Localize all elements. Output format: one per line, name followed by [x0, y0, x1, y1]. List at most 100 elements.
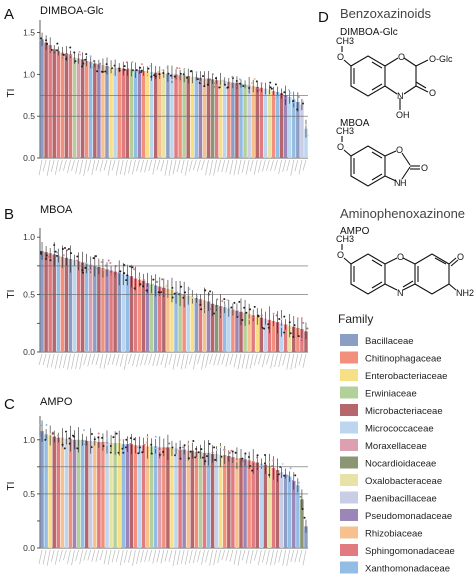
- replicate-point: [60, 440, 63, 443]
- replicate-point: [69, 46, 72, 49]
- x-tick-label-mark: [180, 159, 185, 174]
- x-tick-label-mark: [46, 159, 51, 176]
- replicate-point: [267, 461, 270, 464]
- bar: [89, 440, 93, 548]
- replicate-point: [39, 251, 42, 254]
- bar: [149, 284, 154, 352]
- replicate-point: [131, 60, 134, 63]
- replicate-point: [263, 327, 266, 330]
- bar: [68, 438, 73, 548]
- replicate-point: [70, 252, 73, 255]
- bar: [206, 301, 211, 352]
- x-tick-label-mark: [282, 159, 287, 173]
- legend-swatch: [340, 544, 358, 556]
- x-tick-label-mark: [91, 353, 96, 365]
- x-tick-label-mark: [266, 353, 270, 365]
- x-tick-label-mark: [188, 549, 193, 564]
- replicate-point: [106, 437, 109, 440]
- legend-item-label: Oxalobacteraceae: [365, 476, 442, 487]
- x-tick-label-mark: [172, 159, 177, 175]
- replicate-point: [147, 67, 150, 70]
- x-tick-label-mark: [123, 549, 128, 564]
- replicate-point: [178, 67, 181, 70]
- replicate-point: [239, 82, 242, 85]
- bar: [259, 87, 264, 158]
- x-tick-label-mark: [38, 353, 43, 366]
- atom-mboa-h: H: [400, 178, 407, 188]
- replicate-point: [272, 459, 275, 462]
- x-tick-label-mark: [42, 549, 47, 565]
- replicate-point: [157, 70, 160, 73]
- x-tick-label-mark: [209, 159, 213, 176]
- bar: [121, 273, 125, 352]
- replicate-point: [125, 279, 128, 282]
- x-tick-label-mark: [71, 549, 75, 566]
- x-tick-label-mark: [302, 549, 307, 566]
- x-tick-label-mark: [225, 549, 230, 561]
- bar: [52, 436, 56, 548]
- x-tick-label-mark: [152, 353, 157, 367]
- replicate-point: [127, 68, 130, 71]
- replicate-point: [126, 61, 129, 64]
- replicate-point: [173, 75, 176, 78]
- replicate-point: [244, 467, 247, 470]
- legend-swatch: [340, 421, 358, 434]
- bar: [141, 445, 146, 548]
- x-tick-label-mark: [192, 159, 197, 171]
- bar: [279, 93, 284, 158]
- replicate-point: [135, 70, 138, 73]
- bar: [259, 463, 264, 548]
- replicate-point: [119, 439, 122, 442]
- replicate-point: [40, 37, 43, 40]
- replicate-point: [92, 257, 95, 260]
- bar: [235, 310, 239, 352]
- x-tick-label-mark: [164, 159, 169, 176]
- replicate-point: [218, 86, 221, 89]
- replicate-point: [257, 315, 260, 318]
- x-tick-label-mark: [136, 353, 140, 368]
- x-tick-label-mark: [107, 159, 112, 176]
- replicate-point: [238, 300, 241, 303]
- bar: [129, 444, 134, 548]
- x-tick-label-mark: [217, 159, 222, 173]
- bar: [93, 63, 97, 159]
- x-tick-label-mark: [75, 549, 79, 562]
- x-tick-label-mark: [249, 159, 254, 172]
- replicate-point: [153, 74, 156, 77]
- replicate-point: [251, 469, 254, 472]
- replicate-point: [133, 268, 136, 271]
- x-tick-label-mark: [38, 549, 43, 564]
- bar: [271, 91, 276, 158]
- x-tick-label-mark: [128, 159, 132, 174]
- x-tick-label-mark: [241, 159, 246, 173]
- x-tick-label-mark: [50, 549, 55, 562]
- x-tick-label-mark: [262, 549, 266, 563]
- x-tick-label-mark: [302, 159, 307, 171]
- bar: [93, 265, 97, 352]
- x-tick-label-mark: [270, 549, 274, 566]
- bar: [137, 445, 142, 548]
- replicate-point: [117, 451, 120, 454]
- replicate-point: [161, 453, 164, 456]
- bar: [231, 309, 235, 352]
- x-tick-label-mark: [262, 353, 266, 368]
- x-tick-label-mark: [71, 353, 75, 369]
- replicate-point: [39, 424, 42, 427]
- replicate-point: [165, 284, 168, 287]
- x-tick-label-mark: [201, 353, 205, 370]
- x-tick-label-mark: [156, 353, 161, 367]
- replicate-point: [213, 312, 216, 315]
- replicate-point: [272, 312, 275, 315]
- bar: [194, 298, 199, 352]
- replicate-point: [45, 423, 48, 426]
- x-tick-label-mark: [176, 353, 181, 367]
- legend-item-label: Rhizobiaceae: [365, 529, 423, 540]
- x-tick-label-mark: [148, 549, 153, 562]
- legend-item-label: Chitinophagaceae: [365, 354, 442, 365]
- replicate-point: [90, 432, 93, 435]
- replicate-point: [142, 285, 145, 288]
- bar: [113, 67, 117, 158]
- x-tick-label-mark: [144, 549, 148, 563]
- replicate-point: [149, 64, 152, 67]
